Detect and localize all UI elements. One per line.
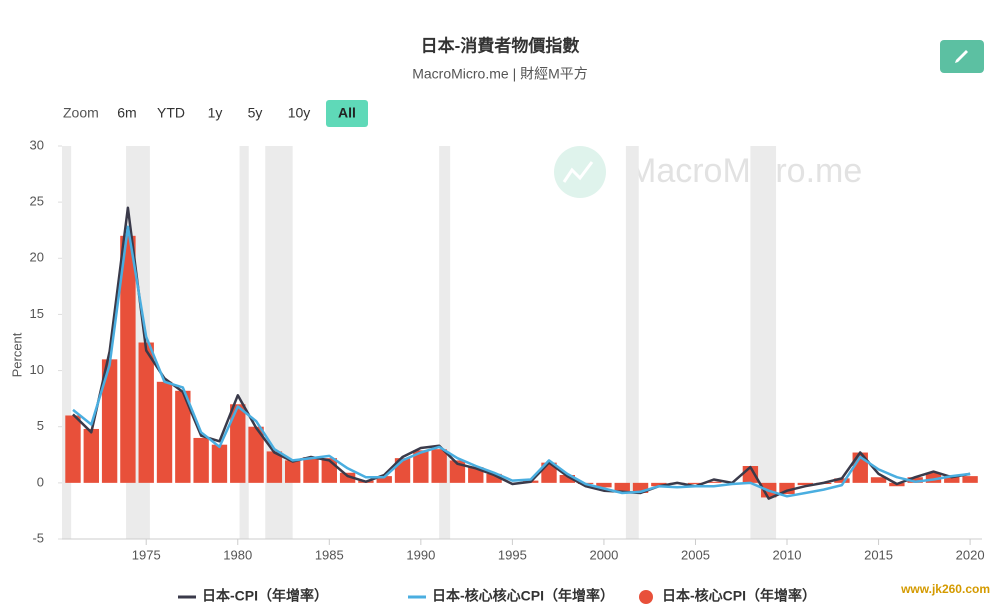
x-tick-label: 1990	[406, 547, 435, 562]
bar	[834, 478, 850, 483]
bar	[486, 473, 502, 483]
bar	[284, 460, 301, 483]
bar	[101, 359, 118, 483]
chart-title: 日本-消費者物價指數	[421, 35, 580, 55]
zoom-label: Zoom	[63, 105, 99, 121]
bar	[706, 481, 722, 483]
recession-band	[625, 146, 639, 539]
y-tick-label: 15	[30, 306, 44, 321]
bar	[687, 482, 704, 484]
watermark-logo	[554, 146, 606, 198]
bar	[870, 477, 887, 483]
y-axis-label: Percent	[9, 332, 24, 377]
bar	[138, 342, 154, 483]
watermark-icon	[562, 161, 594, 183]
line	[72, 225, 971, 498]
zoom-button[interactable]: 5y	[248, 105, 263, 121]
bar	[376, 476, 392, 483]
bar	[211, 444, 228, 483]
line	[72, 206, 971, 500]
zoom-button[interactable]: All	[338, 105, 356, 121]
bar	[632, 482, 649, 493]
bar	[230, 404, 246, 483]
chart-subtitle: MacroMicro.me | 財經M平方	[412, 66, 588, 82]
bar	[596, 482, 612, 488]
x-tick-label: 1985	[315, 547, 344, 562]
legend-label: 日本-核心CPI（年增率）	[662, 588, 816, 604]
bar	[248, 426, 264, 483]
legend-label: 日本-核心核心CPI（年增率）	[432, 588, 614, 604]
bar	[925, 472, 942, 483]
recession-band	[439, 146, 451, 539]
watermark-circle	[554, 146, 606, 198]
x-tick-label: 2015	[864, 547, 893, 562]
bar	[193, 437, 209, 483]
footer-watermark: www.jk260.com	[900, 582, 990, 596]
y-tick-label: 10	[30, 362, 44, 377]
bar	[431, 449, 447, 483]
x-tick-label: 2020	[956, 547, 985, 562]
zoom-button[interactable]: YTD	[157, 105, 185, 121]
bar	[614, 482, 630, 492]
bar	[266, 451, 283, 483]
bar	[779, 482, 795, 495]
y-tick-label: 25	[30, 194, 44, 209]
bar	[468, 467, 484, 483]
x-tick-label: 2005	[681, 547, 710, 562]
bar	[651, 482, 667, 487]
bar	[339, 472, 356, 483]
legend-label: 日本-CPI（年增率）	[202, 588, 328, 604]
watermark: MacroMicro.me	[628, 152, 862, 190]
x-tick-label: 1995	[498, 547, 527, 562]
edit-icon	[955, 50, 968, 63]
bar	[413, 450, 429, 483]
bar	[120, 235, 136, 483]
bar	[65, 415, 81, 483]
bar	[962, 476, 978, 483]
bar	[797, 482, 814, 486]
x-tick-label: 1980	[223, 547, 252, 562]
bar	[83, 428, 99, 483]
bar	[175, 390, 191, 483]
zoom-button[interactable]: 10y	[288, 105, 311, 121]
recession-band	[239, 146, 249, 539]
zoom-button[interactable]: 1y	[208, 105, 223, 121]
y-tick-label: 20	[30, 250, 44, 265]
x-tick-label: 1975	[132, 547, 161, 562]
y-tick-label: 30	[30, 137, 44, 152]
zoom-button[interactable]: 6m	[117, 105, 136, 121]
bar	[156, 381, 173, 483]
recession-band	[62, 146, 72, 539]
x-tick-label: 2000	[589, 547, 618, 562]
bar	[559, 474, 576, 483]
zoom-button-bg	[326, 100, 368, 127]
y-tick-label: 0	[37, 474, 44, 489]
x-tick-label: 2010	[773, 547, 802, 562]
bar	[944, 474, 960, 483]
legend-swatch	[639, 590, 653, 604]
y-tick-label: -5	[32, 530, 44, 545]
bar	[907, 477, 923, 483]
y-tick-label: 5	[37, 418, 44, 433]
bar	[303, 457, 319, 483]
